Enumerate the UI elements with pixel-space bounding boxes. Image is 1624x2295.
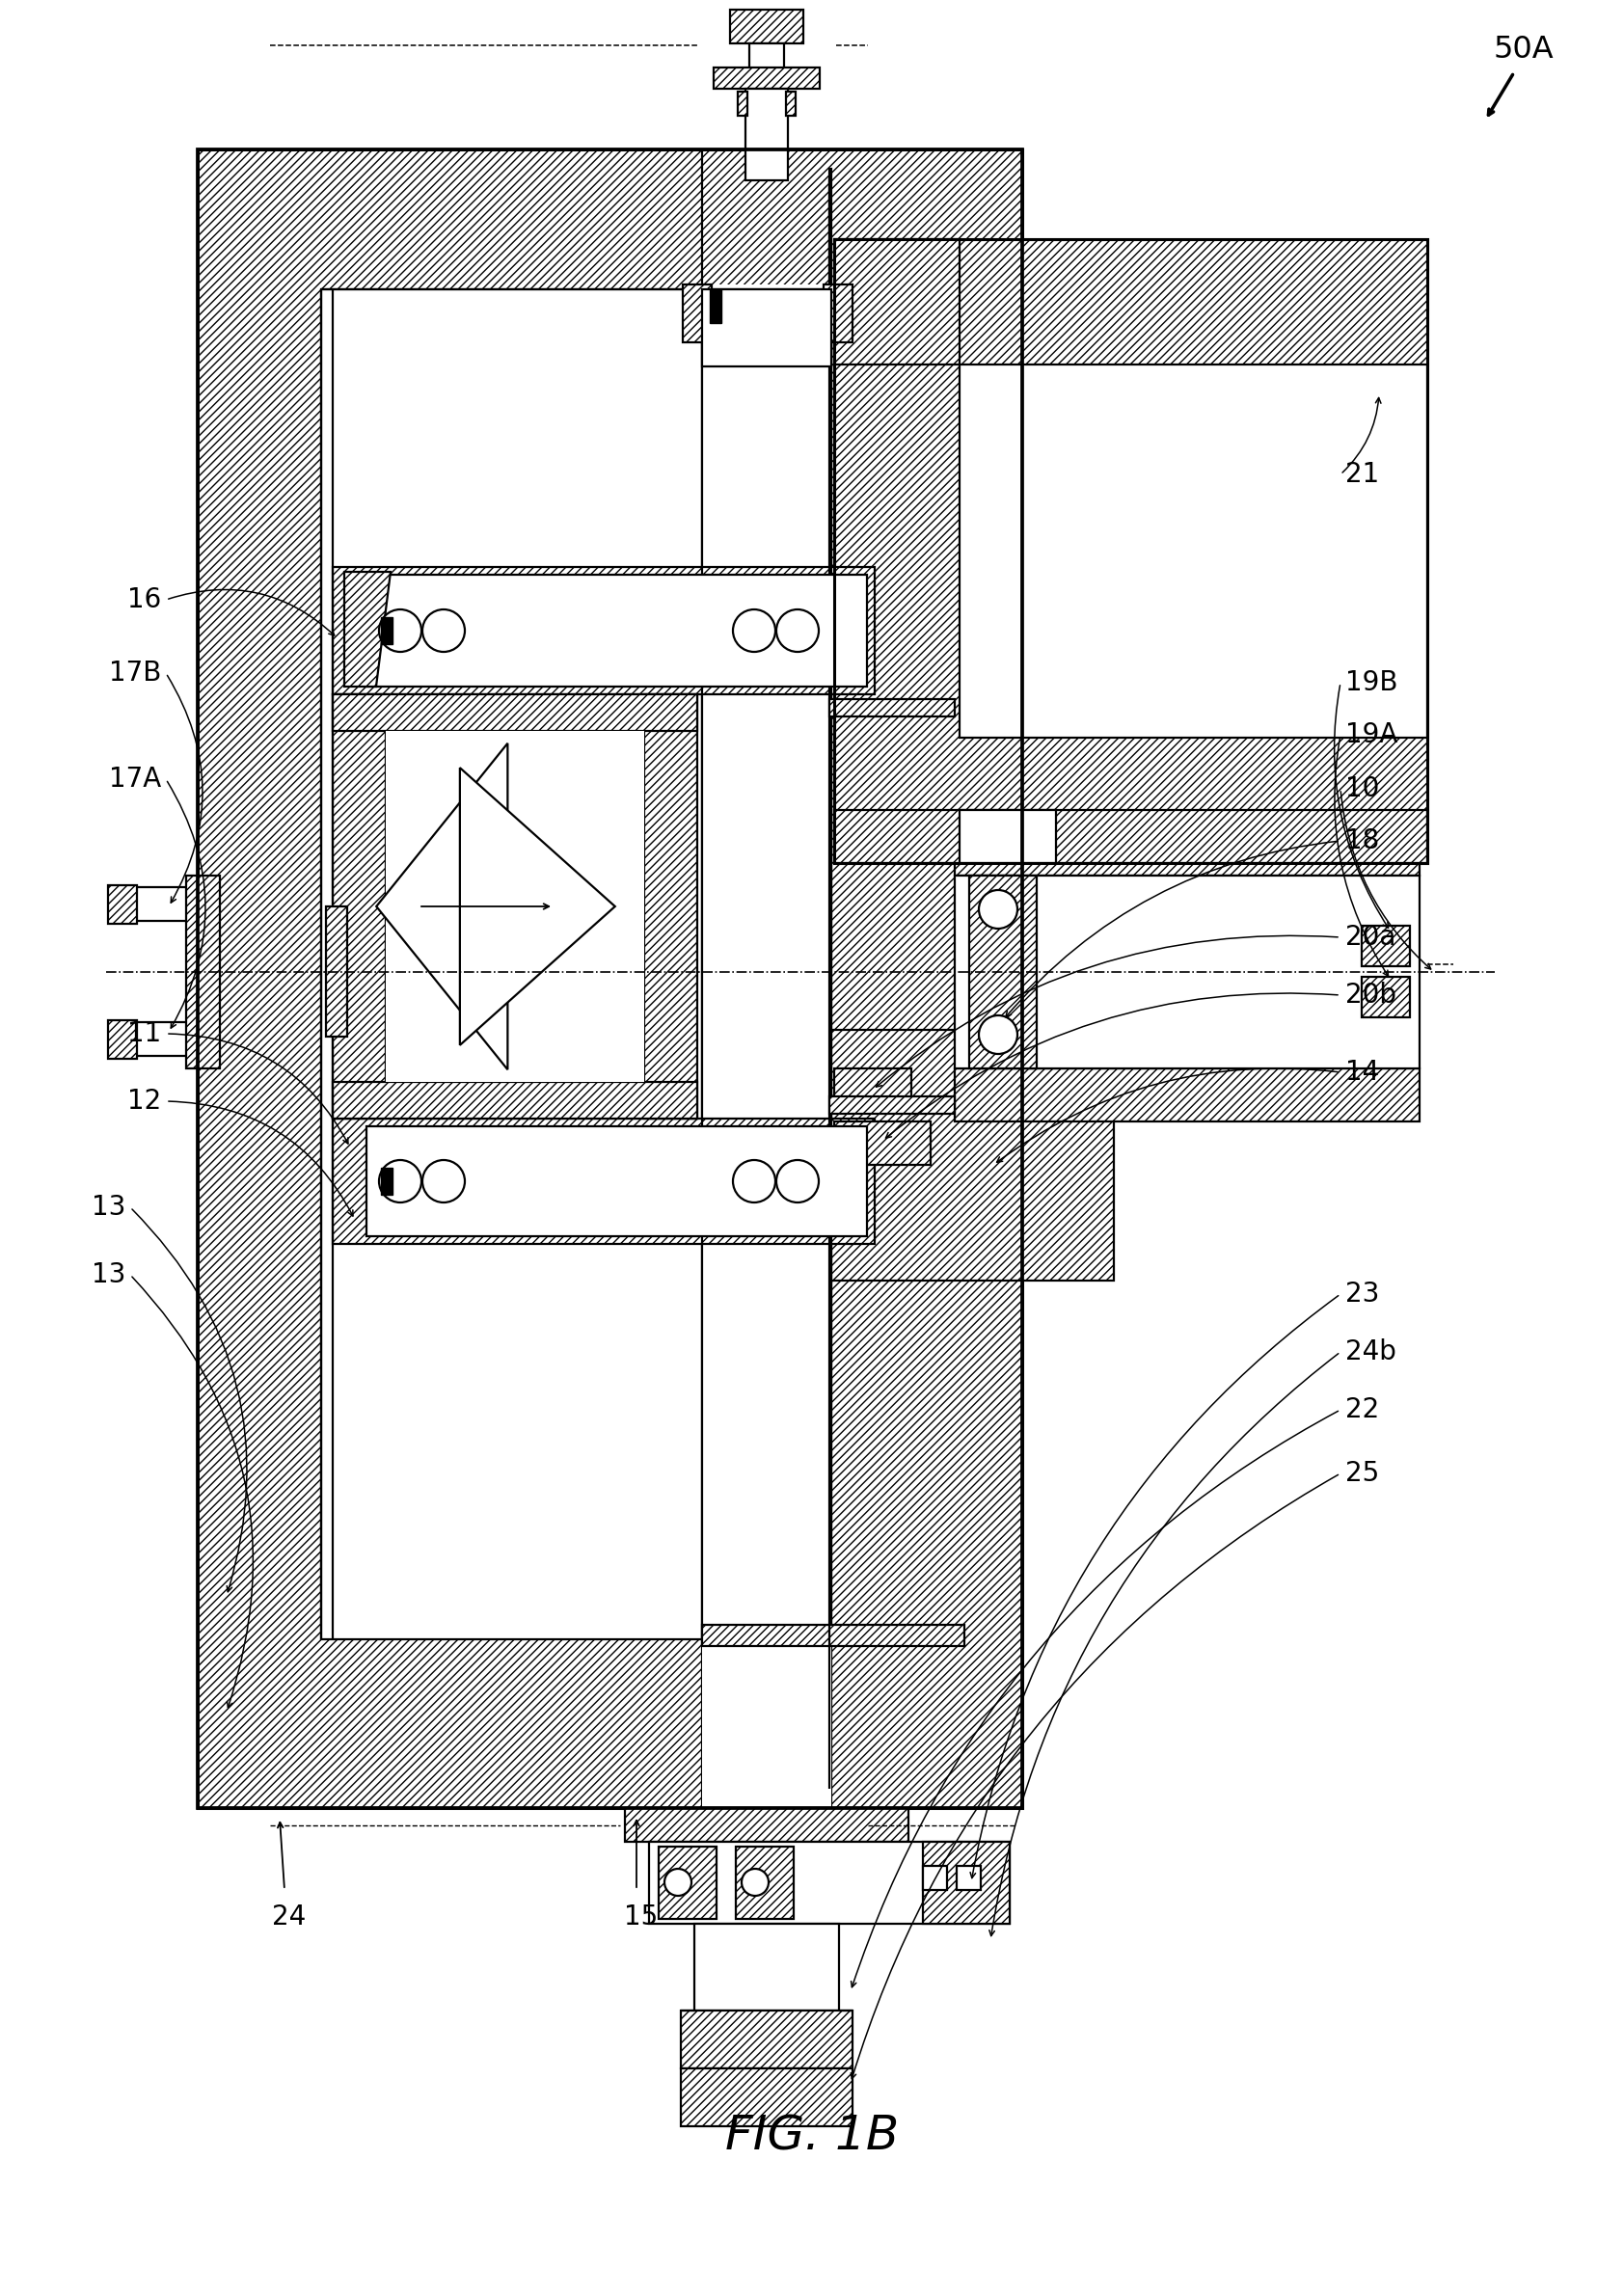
Text: 20a: 20a — [1345, 925, 1395, 950]
Text: 21: 21 — [1345, 461, 1379, 489]
Text: 18: 18 — [1345, 828, 1379, 854]
Circle shape — [664, 1868, 692, 1896]
Text: 12: 12 — [127, 1088, 161, 1115]
Polygon shape — [344, 571, 390, 686]
Bar — [955, 822, 1419, 877]
Bar — [382, 1168, 393, 1196]
Bar — [702, 289, 831, 367]
Bar — [825, 1030, 1114, 1281]
Bar — [702, 1625, 965, 1646]
Bar — [659, 1847, 716, 1919]
Text: 50A: 50A — [1494, 34, 1554, 64]
Bar — [702, 285, 831, 1808]
Bar — [333, 695, 387, 1118]
Bar — [745, 90, 788, 181]
Bar — [367, 1127, 867, 1237]
Circle shape — [422, 1159, 464, 1203]
Bar — [823, 285, 853, 342]
Bar — [680, 2068, 853, 2125]
Bar — [680, 2010, 853, 2068]
Bar — [326, 907, 348, 1037]
Text: 19B: 19B — [1345, 670, 1398, 695]
Bar — [198, 149, 1021, 1808]
Bar — [960, 365, 1427, 737]
Text: 17B: 17B — [109, 659, 161, 686]
Bar — [645, 695, 697, 1118]
Bar — [650, 1843, 1010, 1923]
Bar — [830, 1097, 955, 1113]
Circle shape — [732, 1159, 775, 1203]
Text: 13: 13 — [91, 1193, 125, 1221]
Circle shape — [378, 610, 422, 652]
Text: 24b: 24b — [1345, 1338, 1397, 1366]
Circle shape — [979, 1014, 1017, 1053]
Bar — [135, 1021, 218, 1056]
Bar — [736, 1847, 794, 1919]
Text: 17A: 17A — [109, 767, 161, 792]
Bar — [835, 1122, 931, 1166]
Bar — [333, 567, 875, 695]
Bar — [737, 92, 747, 115]
Text: 20b: 20b — [1345, 982, 1397, 1008]
Circle shape — [732, 610, 775, 652]
Text: 22: 22 — [1345, 1395, 1379, 1423]
Bar — [109, 1021, 136, 1058]
Bar — [625, 1808, 908, 1843]
Bar — [957, 1866, 981, 1891]
Bar — [135, 888, 218, 920]
Text: 11: 11 — [127, 1021, 161, 1047]
Circle shape — [776, 1159, 818, 1203]
Text: 25: 25 — [1345, 1460, 1379, 1487]
Bar — [786, 92, 796, 115]
Text: 13: 13 — [91, 1262, 125, 1287]
Text: 23: 23 — [1345, 1281, 1379, 1308]
Bar — [710, 289, 721, 324]
Text: 16: 16 — [127, 585, 161, 613]
Bar — [387, 730, 645, 1081]
Polygon shape — [460, 769, 615, 1044]
Bar — [749, 44, 784, 71]
Text: 19A: 19A — [1345, 721, 1398, 748]
Circle shape — [742, 1868, 768, 1896]
Text: 15: 15 — [624, 1903, 658, 1930]
Bar — [835, 239, 1427, 863]
Circle shape — [979, 890, 1017, 929]
Bar — [960, 810, 1056, 863]
Bar — [835, 1069, 911, 1111]
Bar — [1361, 925, 1410, 966]
Bar — [333, 1081, 697, 1118]
Bar — [333, 1118, 875, 1244]
Bar — [830, 170, 831, 289]
Bar — [198, 149, 1021, 1808]
Bar — [367, 574, 867, 686]
Text: 10: 10 — [1345, 776, 1379, 803]
Bar — [1361, 978, 1410, 1017]
Bar — [382, 617, 393, 645]
Polygon shape — [377, 744, 508, 1069]
Text: FIG. 1B: FIG. 1B — [726, 2114, 898, 2160]
Text: 24: 24 — [273, 1903, 307, 1930]
Bar — [835, 239, 1427, 863]
Bar — [322, 289, 830, 1639]
Bar — [695, 1923, 840, 2010]
Bar — [922, 1843, 1010, 1923]
Bar — [830, 700, 955, 716]
Bar — [922, 1866, 947, 1891]
Circle shape — [378, 1159, 422, 1203]
Bar — [682, 285, 711, 342]
Bar — [970, 877, 1036, 1069]
Bar — [835, 239, 960, 365]
Bar — [835, 810, 1427, 863]
Bar — [333, 695, 697, 730]
Bar — [187, 877, 219, 1069]
Bar — [731, 9, 804, 44]
Circle shape — [776, 610, 818, 652]
Bar — [955, 1069, 1419, 1122]
Bar — [955, 877, 1419, 1069]
Bar — [713, 67, 820, 90]
Circle shape — [422, 610, 464, 652]
Text: 14: 14 — [1345, 1058, 1379, 1086]
Bar — [109, 886, 136, 925]
